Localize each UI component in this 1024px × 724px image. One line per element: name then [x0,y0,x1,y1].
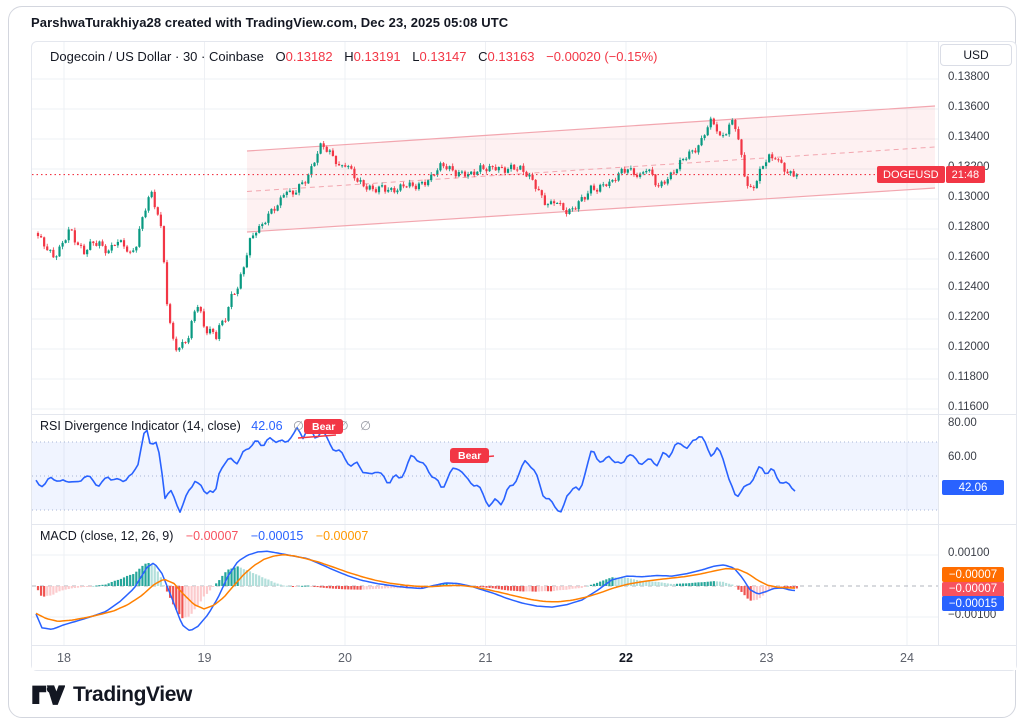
rsi-tick-label: 80.00 [948,417,977,429]
open-label: O [275,49,286,64]
time-axis[interactable]: 18 19 20 21 22 23 24 [32,645,1016,670]
last-price-badge-symbol: DOGEUSD [877,166,945,183]
price-tick-label: 0.13000 [948,191,990,203]
last-price-badge-countdown: 21:48 [945,166,986,183]
currency-toggle-button[interactable]: USD [940,44,1012,66]
price-tick-label: 0.12600 [948,251,990,263]
time-axis-label: 23 [759,651,774,665]
macd-hist-value: −0.00007 [185,529,239,543]
rsi-legend-title: RSI Divergence Indicator (14, close) [40,419,241,433]
low-value: 0.13147 [419,49,467,64]
bear-divergence-label: Bear [450,448,490,463]
time-axis-label: 21 [478,651,493,665]
price-tick-label: 0.11800 [948,371,989,383]
symbol-title: Dogecoin / US Dollar · 30 · Coinbase [50,49,264,64]
pane-separator-rsi[interactable] [32,414,1016,415]
macd-legend: MACD (close, 12, 26, 9) −0.00007 −0.0001… [40,529,368,543]
rsi-line [35,426,796,513]
macd-histogram [36,563,798,619]
last-price-badge: DOGEUSD 21:48 [877,166,986,183]
macd-legend-title: MACD (close, 12, 26, 9) [40,529,174,543]
attribution-text: ParshwaTurakhiya28 created with TradingV… [31,15,509,30]
macd-line-value: −0.00015 [250,529,304,543]
rsi-legend-value: 42.06 [251,419,283,433]
price-tick-label: 0.12000 [948,341,990,353]
macd-signal-line [35,554,796,622]
rsi-tick-label: 60.00 [948,451,977,463]
high-value: 0.13191 [353,49,401,64]
price-tick-label: 0.13600 [948,101,990,113]
macd-tick-label: 0.00100 [948,547,990,559]
chart-card: ParshwaTurakhiya28 created with TradingV… [8,6,1017,718]
divergence-line [297,434,337,439]
macd-line [35,550,796,631]
time-axis-label: 22 [619,651,633,665]
close-value: 0.13163 [487,49,535,64]
time-axis-label: 20 [338,651,352,665]
high-label: H [344,49,354,64]
gridlines [32,42,938,645]
macd-tick-label: −0.00100 [948,609,997,621]
footer-branding: TradingView [31,675,192,715]
change-value: −0.00020 (−0.15%) [546,49,658,64]
close-label: C [478,49,488,64]
price-tick-label: 0.13800 [948,71,990,83]
tradingview-logo-text[interactable]: TradingView [73,683,192,706]
price-tick-label: 0.12200 [948,311,990,323]
macd-value-badge: −0.00007 [942,581,1004,597]
price-tick-label: 0.13400 [948,131,990,143]
price-tick-label: 0.11600 [948,401,989,413]
time-axis-label: 18 [57,651,71,665]
candlestick-series [36,116,798,352]
price-tick-label: 0.12800 [948,221,990,233]
pane-separator-macd[interactable] [32,524,1016,525]
open-value: 0.13182 [285,49,333,64]
macd-signal-value: −0.00007 [315,529,369,543]
macd-value-badge: −0.00015 [942,596,1004,611]
low-label: L [412,49,420,64]
price-axis-separator [938,42,939,645]
price-tick-label: 0.12400 [948,281,990,293]
rsi-value-badge: 42.06 [942,480,1004,496]
symbol-legend: Dogecoin / US Dollar · 30 · Coinbase O0.… [50,49,657,64]
macd-value-badge: −0.00007 [942,567,1004,582]
time-axis-label: 24 [900,651,914,665]
time-axis-label: 19 [197,651,212,665]
channel-midline [246,146,936,192]
tradingview-logo-icon[interactable] [31,682,65,708]
bear-divergence-label: Bear [304,419,344,434]
chart-plot-area[interactable] [32,42,938,645]
chart-widget: Dogecoin / US Dollar · 30 · Coinbase O0.… [31,41,1017,671]
